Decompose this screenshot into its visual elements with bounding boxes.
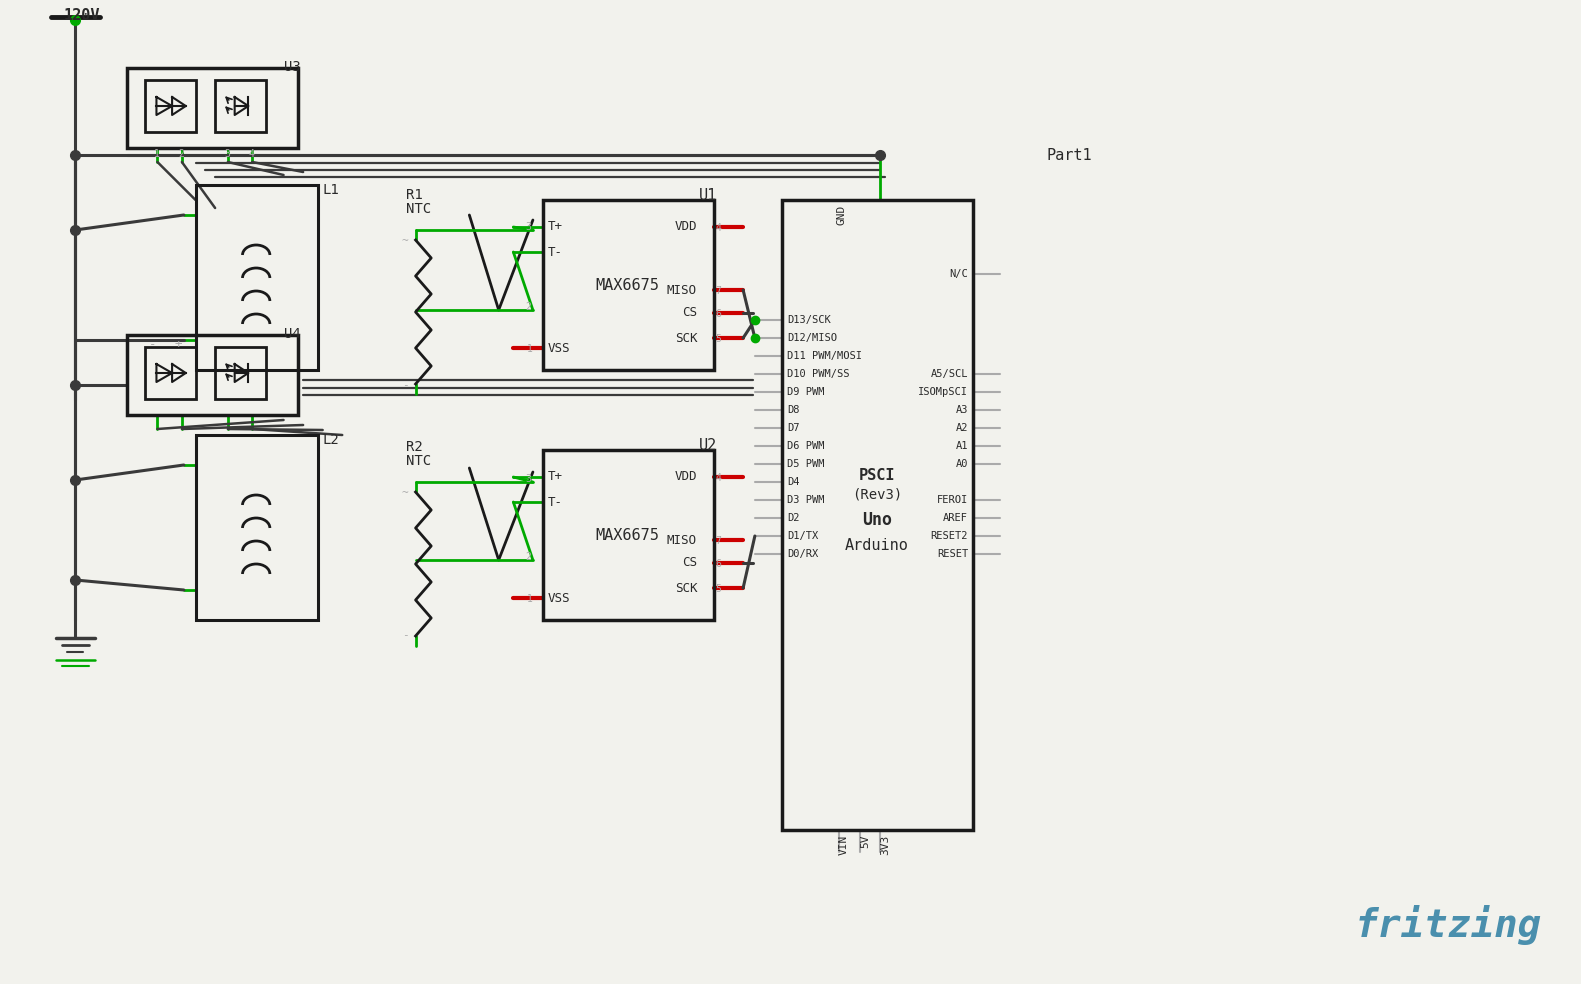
Text: 3: 3 <box>525 222 531 232</box>
Text: MISO: MISO <box>667 533 697 546</box>
Text: Part1: Part1 <box>1047 148 1092 162</box>
Text: Arduino: Arduino <box>846 537 909 552</box>
Text: PSCI: PSCI <box>858 467 895 482</box>
Text: MISO: MISO <box>667 283 697 296</box>
Text: 3: 3 <box>525 474 531 484</box>
Text: D7: D7 <box>787 423 800 433</box>
Text: N/C: N/C <box>949 269 968 279</box>
Bar <box>215 80 266 132</box>
Text: 2: 2 <box>525 302 531 312</box>
Bar <box>215 347 266 399</box>
Text: VDD: VDD <box>675 470 697 483</box>
Text: MAX6675: MAX6675 <box>596 527 659 542</box>
Bar <box>783 200 972 830</box>
Bar <box>126 68 299 148</box>
Text: VSS: VSS <box>547 341 571 354</box>
Text: D12/MISO: D12/MISO <box>787 333 836 343</box>
Text: 3V3: 3V3 <box>881 835 890 855</box>
Text: 3: 3 <box>225 149 229 159</box>
Text: 1: 1 <box>526 344 533 354</box>
Text: A5/SCL: A5/SCL <box>931 369 968 379</box>
Text: D4: D4 <box>787 477 800 487</box>
Text: MAX6675: MAX6675 <box>596 277 659 292</box>
Text: R2: R2 <box>406 440 422 454</box>
Text: 6: 6 <box>716 309 721 319</box>
Text: (Rev3): (Rev3) <box>852 488 903 502</box>
Text: A1: A1 <box>955 441 968 451</box>
Text: T-: T- <box>547 245 563 259</box>
Text: 4: 4 <box>716 473 721 483</box>
Text: +: + <box>174 338 182 351</box>
Text: U4: U4 <box>283 327 300 341</box>
Text: 6: 6 <box>716 559 721 569</box>
Text: ~: ~ <box>402 236 408 246</box>
Text: D11 PWM/MOSI: D11 PWM/MOSI <box>787 351 862 361</box>
Text: 2: 2 <box>525 552 531 562</box>
Text: ISOMpSCI: ISOMpSCI <box>919 387 968 397</box>
Text: CS: CS <box>683 306 697 320</box>
Text: 5V: 5V <box>860 835 871 848</box>
Text: D2: D2 <box>787 513 800 523</box>
Text: A2: A2 <box>955 423 968 433</box>
Text: D6 PWM: D6 PWM <box>787 441 825 451</box>
Text: U1: U1 <box>699 188 718 203</box>
Text: D3 PWM: D3 PWM <box>787 495 825 505</box>
Text: SCK: SCK <box>675 582 697 594</box>
Bar <box>126 335 299 415</box>
Text: D5 PWM: D5 PWM <box>787 459 825 469</box>
Text: -: - <box>402 380 408 390</box>
Text: ~: ~ <box>402 488 408 498</box>
Text: VIN: VIN <box>840 835 849 855</box>
Text: L1: L1 <box>323 183 340 197</box>
Text: D0/RX: D0/RX <box>787 549 819 559</box>
Text: T+: T+ <box>547 470 563 483</box>
Text: L2: L2 <box>323 433 340 447</box>
Text: 7: 7 <box>716 286 721 296</box>
Text: U3: U3 <box>283 60 300 74</box>
Text: Uno: Uno <box>862 511 892 529</box>
Bar <box>196 435 318 620</box>
Text: FEROI: FEROI <box>938 495 968 505</box>
Text: U2: U2 <box>699 438 718 453</box>
Text: R1: R1 <box>406 188 422 202</box>
Bar <box>196 185 318 370</box>
Text: -: - <box>402 630 408 640</box>
Text: AREF: AREF <box>942 513 968 523</box>
Text: D13/SCK: D13/SCK <box>787 315 832 325</box>
Text: T-: T- <box>547 496 563 509</box>
Bar <box>145 80 196 132</box>
Text: RESET: RESET <box>938 549 968 559</box>
Text: 120V: 120V <box>63 8 100 23</box>
Text: 2: 2 <box>179 149 183 159</box>
Text: GND: GND <box>836 205 846 225</box>
Text: fritzing: fritzing <box>1355 905 1541 945</box>
Text: D10 PWM/SS: D10 PWM/SS <box>787 369 849 379</box>
Text: A3: A3 <box>955 405 968 415</box>
Text: D9 PWM: D9 PWM <box>787 387 825 397</box>
Text: D1/TX: D1/TX <box>787 531 819 541</box>
Text: -: - <box>149 338 157 351</box>
Text: 4: 4 <box>716 223 721 233</box>
Text: 4: 4 <box>248 149 255 159</box>
Bar <box>145 347 196 399</box>
Text: 1: 1 <box>153 149 160 159</box>
Text: T+: T+ <box>547 220 563 233</box>
Text: VDD: VDD <box>675 220 697 233</box>
Text: A0: A0 <box>955 459 968 469</box>
Text: 7: 7 <box>716 536 721 546</box>
Text: SCK: SCK <box>675 332 697 344</box>
Bar <box>542 200 713 370</box>
Bar <box>542 450 713 620</box>
Text: D8: D8 <box>787 405 800 415</box>
Text: RESET2: RESET2 <box>931 531 968 541</box>
Text: NTC: NTC <box>406 202 432 216</box>
Text: CS: CS <box>683 557 697 570</box>
Text: 5: 5 <box>716 334 721 344</box>
Text: 1: 1 <box>526 594 533 604</box>
Text: NTC: NTC <box>406 454 432 468</box>
Text: 5: 5 <box>716 584 721 594</box>
Text: VSS: VSS <box>547 591 571 604</box>
